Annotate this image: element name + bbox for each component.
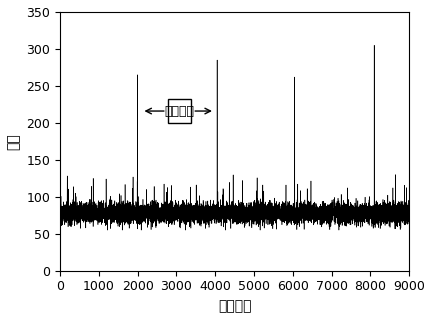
Text: 伪码周期: 伪码周期 xyxy=(165,105,194,117)
FancyBboxPatch shape xyxy=(168,99,191,123)
X-axis label: 码片个数: 码片个数 xyxy=(218,299,251,313)
Y-axis label: 幅度: 幅度 xyxy=(7,133,21,150)
